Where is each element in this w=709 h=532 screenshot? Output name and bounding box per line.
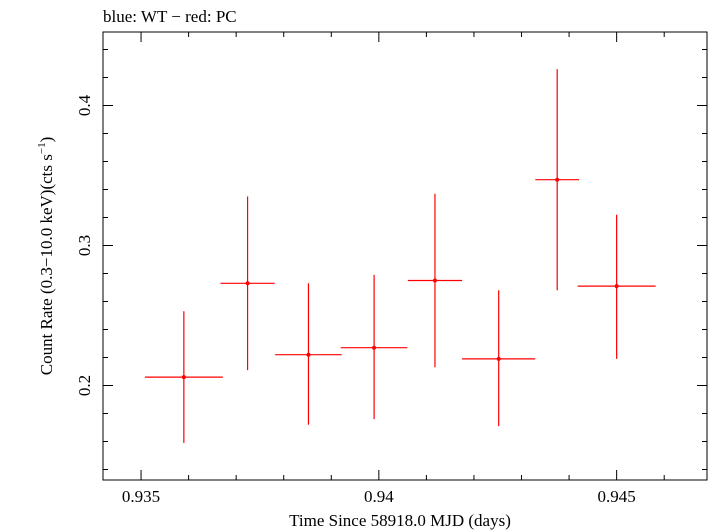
point-marker [181, 375, 186, 380]
y-tick-label: 0.3 [75, 235, 94, 256]
x-tick-label: 0.935 [122, 487, 160, 506]
data-point [275, 283, 342, 425]
y-axis-label-superscript: −1 [36, 142, 48, 154]
plot-frame [102, 31, 708, 481]
y-axis-label: Count Rate (0.3−10.0 keV)(cts s−1) [36, 137, 56, 376]
data-point [144, 311, 223, 443]
data-point [462, 290, 536, 427]
point-marker [555, 177, 560, 182]
point-marker [306, 352, 311, 357]
x-tick-label: 0.945 [598, 487, 636, 506]
x-axis-label: Time Since 58918.0 MJD (days) [289, 511, 511, 530]
y-axis-label-close: ) [37, 137, 56, 143]
axis-tick-labels: 0.935 0.94 0.945 0.2 0.3 0.4 [75, 94, 636, 506]
point-marker [496, 356, 501, 361]
point-marker [614, 284, 619, 289]
point-marker [432, 278, 437, 283]
point-marker [245, 281, 250, 286]
y-axis-label-main: Count Rate (0.3−10.0 keV)(cts s [37, 154, 56, 375]
y-tick-label: 0.4 [75, 94, 94, 116]
x-tick-label: 0.94 [364, 487, 394, 506]
data-point [340, 274, 408, 420]
data-point [577, 214, 656, 359]
axis-ticks [103, 32, 707, 480]
point-marker [372, 345, 377, 350]
y-tick-label: 0.2 [75, 375, 94, 396]
data-point [535, 69, 580, 291]
chart-title: blue: WT − red: PC [103, 7, 237, 26]
data-points [144, 69, 656, 443]
data-point [220, 196, 275, 371]
data-point [407, 193, 463, 368]
